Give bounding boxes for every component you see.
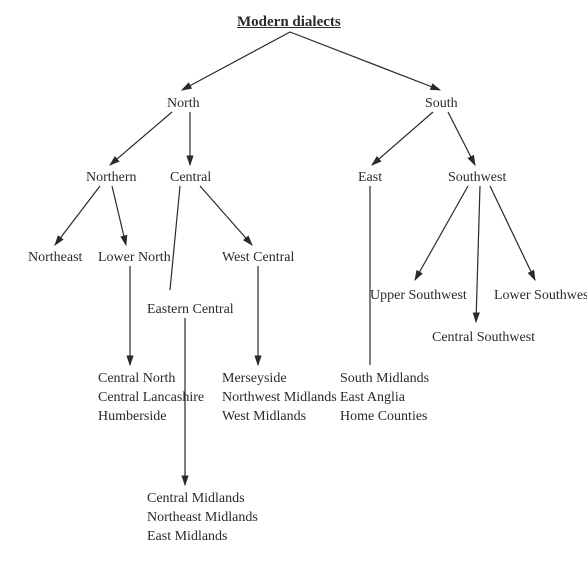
node-central-southwest: Central Southwest <box>432 330 535 346</box>
list-item: East Midlands <box>147 528 258 547</box>
node-northeast: Northeast <box>28 250 82 266</box>
tree-edge <box>170 186 180 290</box>
list-lower-north: Central NorthCentral LancashireHumbersid… <box>98 370 204 427</box>
list-item: Merseyside <box>222 370 337 389</box>
tree-edge <box>448 112 475 165</box>
tree-edge <box>372 112 433 165</box>
tree-edge <box>290 32 440 90</box>
tree-edge <box>415 186 468 280</box>
tree-root-title: Modern dialects <box>237 14 341 31</box>
tree-edge <box>476 186 480 322</box>
node-east: East <box>358 170 382 186</box>
tree-edge <box>110 112 172 165</box>
node-lower-north: Lower North <box>98 250 171 266</box>
node-lower-southwest: Lower Southwest <box>494 288 587 304</box>
tree-edge <box>112 186 126 245</box>
node-north: North <box>167 96 200 112</box>
list-east: South MidlandsEast AngliaHome Counties <box>340 370 429 427</box>
node-southwest: Southwest <box>448 170 506 186</box>
tree-edge <box>182 32 290 90</box>
list-item: Humberside <box>98 408 204 427</box>
list-item: Central Midlands <box>147 490 258 509</box>
node-upper-southwest: Upper Southwest <box>370 288 467 304</box>
list-item: East Anglia <box>340 389 429 408</box>
list-item: Northeast Midlands <box>147 509 258 528</box>
list-item: Northwest Midlands <box>222 389 337 408</box>
node-west-central: West Central <box>222 250 294 266</box>
list-item: Central North <box>98 370 204 389</box>
list-item: South Midlands <box>340 370 429 389</box>
node-south: South <box>425 96 458 112</box>
list-item: Home Counties <box>340 408 429 427</box>
list-west-central: MerseysideNorthwest MidlandsWest Midland… <box>222 370 337 427</box>
node-central: Central <box>170 170 211 186</box>
tree-edge <box>55 186 100 245</box>
tree-edge <box>490 186 535 280</box>
node-eastern-central: Eastern Central <box>147 302 234 318</box>
tree-edge <box>200 186 252 245</box>
list-item: West Midlands <box>222 408 337 427</box>
list-item: Central Lancashire <box>98 389 204 408</box>
node-northern: Northern <box>86 170 137 186</box>
list-eastern-central: Central MidlandsNortheast MidlandsEast M… <box>147 490 258 547</box>
